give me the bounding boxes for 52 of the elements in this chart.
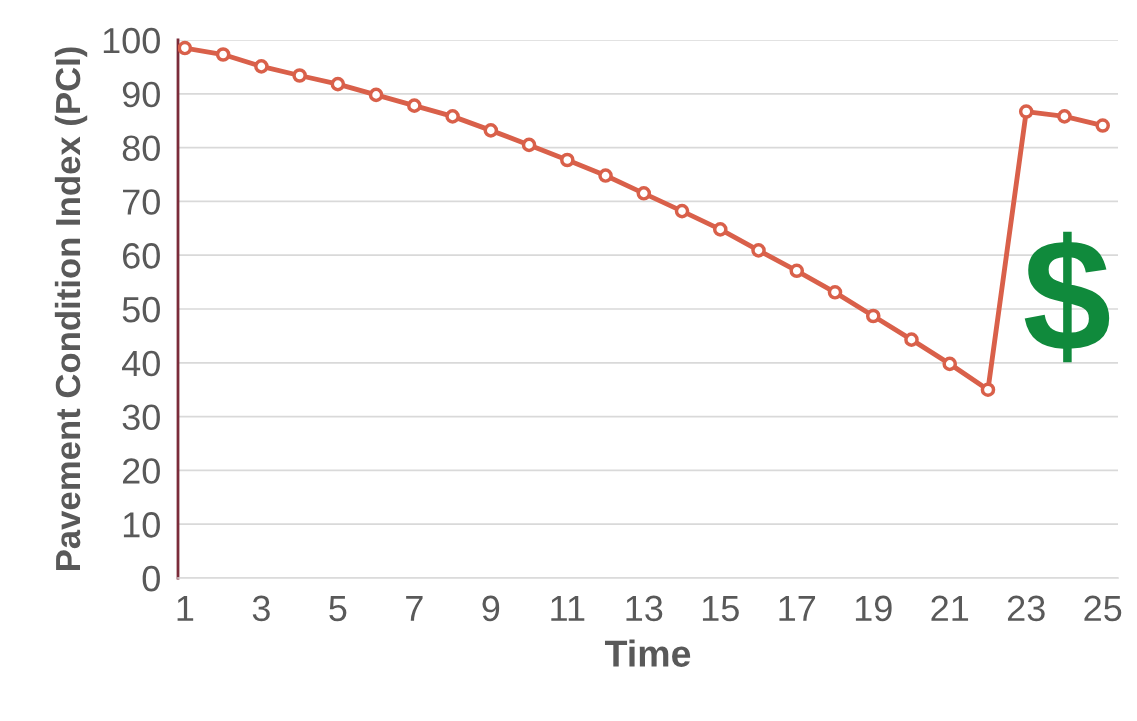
y-tick-label: 50 [122, 296, 160, 323]
point [368, 87, 384, 103]
point [1057, 109, 1072, 124]
x-tick-label: 1 [177, 595, 194, 621]
point [407, 98, 422, 113]
y-tick-label: 80 [122, 135, 160, 162]
point [521, 137, 537, 153]
y-tick-label: 20 [122, 458, 160, 484]
y-tick-label: 10 [123, 512, 160, 538]
y-tick-label: 90 [122, 81, 160, 108]
point [1095, 118, 1110, 133]
point [598, 168, 613, 183]
x-tick-label: 7 [406, 595, 423, 621]
x-tick-label: 5 [329, 595, 347, 622]
point [865, 308, 881, 324]
x-tick-label: 17 [779, 595, 816, 621]
point [292, 68, 307, 83]
point [254, 59, 269, 74]
annotation: $ [1024, 231, 1110, 363]
y-tick-label: 0 [142, 565, 160, 592]
x-tick-label: 3 [252, 595, 270, 622]
x-tick-label: 23 [1007, 595, 1045, 622]
x-tick-label: 9 [482, 595, 500, 622]
y-tick-label: 70 [123, 189, 160, 215]
x-tick-label: 21 [931, 595, 969, 621]
x-tick-label: 11 [551, 595, 585, 621]
y-axis-title: Pavement Condition Index (PCI) [54, 47, 88, 570]
point [483, 123, 499, 138]
point [942, 356, 958, 372]
point [674, 203, 690, 219]
x-tick-label: 25 [1084, 595, 1122, 622]
x-axis-title: Time [604, 639, 691, 667]
point [789, 263, 805, 279]
point [751, 243, 766, 258]
point [215, 47, 231, 62]
point [1018, 104, 1034, 119]
point [178, 40, 193, 56]
y-tick-label: 40 [122, 350, 160, 377]
y-tick-label: 60 [123, 243, 160, 269]
point [636, 186, 652, 201]
point [980, 382, 996, 397]
point [712, 222, 728, 237]
point [904, 332, 919, 347]
point [827, 285, 843, 300]
point [445, 109, 460, 124]
y-tick-label: 30 [122, 404, 160, 431]
point [560, 152, 575, 168]
y-tick-label: 100 [103, 27, 160, 54]
x-tick-label: 15 [702, 595, 739, 622]
point [330, 76, 346, 92]
x-tick-label: 19 [855, 595, 892, 622]
x-tick-label: 13 [626, 595, 663, 622]
